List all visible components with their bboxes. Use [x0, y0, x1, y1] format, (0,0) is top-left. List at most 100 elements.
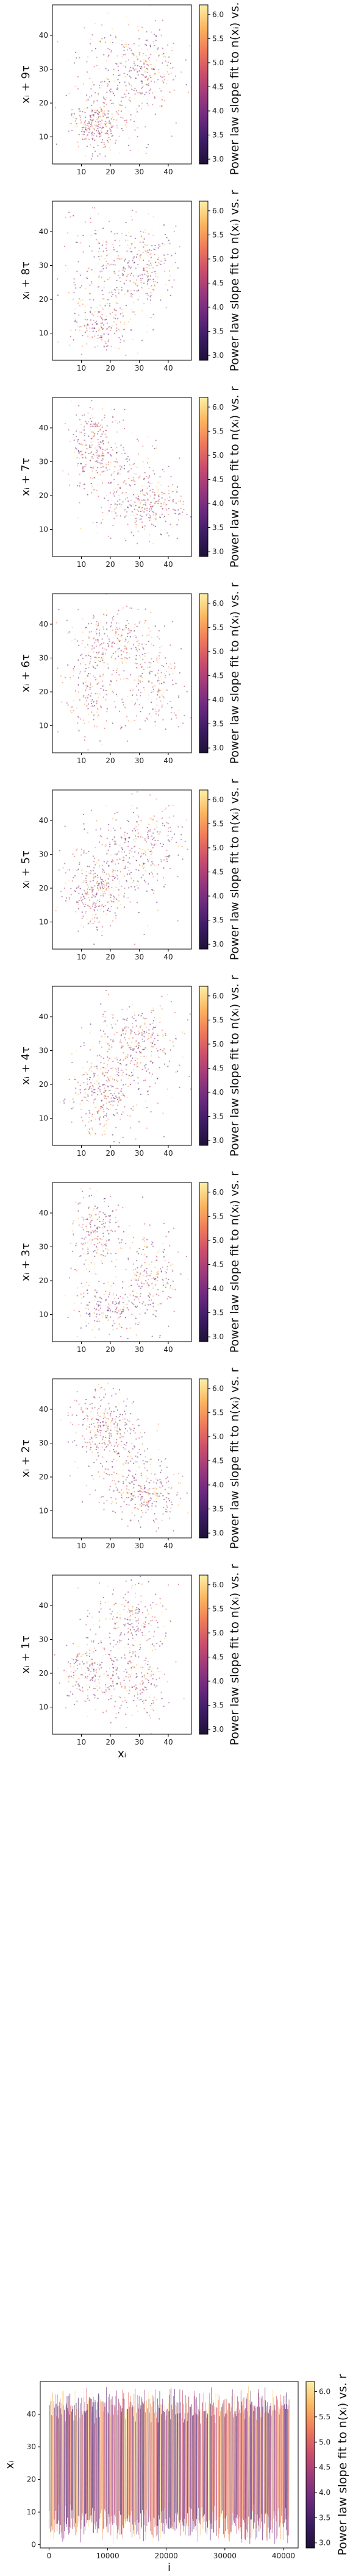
data-point	[147, 1286, 149, 1288]
data-point	[112, 691, 113, 692]
data-point	[123, 857, 125, 859]
data-point	[137, 1077, 139, 1079]
data-point	[143, 866, 145, 868]
data-point	[85, 326, 87, 328]
data-point	[159, 831, 161, 833]
data-point	[141, 66, 143, 68]
data-point	[105, 609, 107, 611]
data-point	[127, 500, 129, 502]
data-point	[157, 694, 159, 696]
data-point	[95, 239, 98, 241]
data-point	[95, 179, 96, 180]
data-point	[80, 1409, 82, 1411]
data-point	[78, 644, 80, 647]
data-point	[152, 1277, 154, 1279]
data-point	[117, 1080, 119, 1082]
data-point	[103, 54, 105, 55]
data-point	[178, 513, 180, 515]
data-point	[106, 255, 108, 257]
data-point	[84, 902, 86, 904]
data-point	[168, 830, 170, 832]
data-point	[90, 1423, 92, 1425]
data-point	[80, 1283, 82, 1284]
data-point	[129, 1084, 131, 1086]
data-point	[163, 262, 165, 264]
data-point	[110, 1413, 112, 1415]
data-point	[167, 834, 169, 836]
data-point	[76, 1414, 77, 1416]
data-point	[115, 1443, 117, 1445]
data-point	[115, 296, 117, 298]
data-point	[127, 1259, 129, 1261]
data-point	[145, 851, 147, 853]
data-point	[64, 1098, 66, 1100]
data-point	[158, 69, 160, 71]
data-point	[83, 1045, 85, 1047]
data-point	[94, 1205, 96, 1207]
data-point	[125, 458, 127, 460]
data-point	[119, 1392, 121, 1393]
data-point	[82, 469, 84, 471]
data-point	[149, 517, 151, 519]
data-point	[87, 128, 89, 130]
data-point	[116, 1020, 118, 1022]
data-point	[88, 1323, 90, 1325]
data-point	[107, 263, 109, 265]
data-point	[136, 821, 138, 823]
data-point	[105, 1420, 107, 1421]
data-point	[177, 1251, 179, 1253]
data-point	[71, 1121, 73, 1123]
data-point	[55, 188, 56, 190]
data-point	[90, 307, 92, 308]
data-point	[145, 1047, 146, 1049]
data-point	[101, 460, 103, 461]
data-point	[76, 123, 77, 125]
data-point	[107, 48, 109, 49]
data-point	[134, 1064, 135, 1066]
data-point	[173, 815, 174, 817]
data-point	[96, 1237, 98, 1239]
data-point	[85, 892, 87, 894]
data-point	[149, 489, 151, 492]
data-point	[102, 1126, 104, 1128]
data-point	[99, 898, 101, 901]
data-point	[88, 1207, 90, 1209]
data-point	[105, 1067, 107, 1069]
data-point	[141, 82, 143, 84]
data-point	[129, 630, 132, 632]
data-point	[94, 124, 96, 126]
data-point	[165, 521, 166, 522]
data-point	[82, 926, 84, 928]
data-point	[66, 701, 68, 703]
data-point	[88, 636, 90, 638]
data-point	[155, 502, 157, 503]
data-point	[127, 841, 129, 842]
data-point	[102, 675, 104, 677]
data-point	[101, 638, 103, 640]
data-point	[91, 282, 93, 284]
data-point	[106, 853, 108, 855]
data-point	[141, 1283, 143, 1284]
data-point	[82, 881, 84, 883]
data-point	[70, 1406, 71, 1408]
data-point	[134, 1012, 135, 1014]
data-point	[97, 1206, 99, 1208]
data-point	[184, 685, 185, 687]
data-point	[133, 62, 135, 64]
data-point	[88, 1314, 90, 1315]
colorbar-tick-label: 4.0	[212, 892, 224, 900]
data-point	[157, 502, 159, 505]
data-point	[96, 700, 98, 702]
data-point	[121, 1311, 123, 1313]
data-point	[128, 1047, 130, 1049]
data-point	[126, 635, 129, 638]
data-point	[182, 1056, 184, 1058]
data-point	[115, 443, 116, 444]
data-point	[87, 107, 88, 109]
data-point	[111, 1261, 113, 1262]
data-point	[134, 65, 136, 66]
data-point	[172, 526, 174, 528]
data-point	[165, 1286, 166, 1288]
data-point	[90, 1429, 91, 1432]
data-point	[80, 1315, 82, 1317]
